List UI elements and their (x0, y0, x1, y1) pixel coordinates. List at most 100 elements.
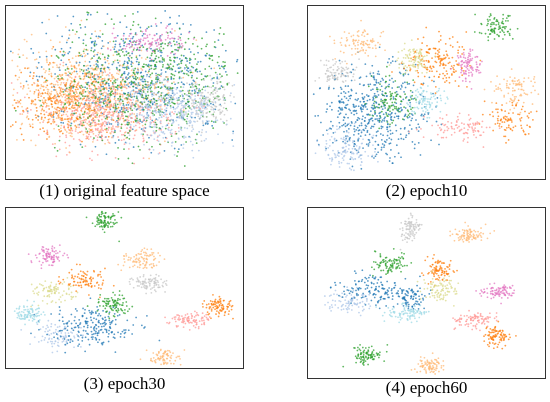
point (397, 115, 400, 118)
point (192, 66, 195, 69)
point (345, 97, 348, 100)
point (87, 76, 90, 79)
point (367, 138, 370, 141)
point (487, 39, 490, 42)
point (466, 85, 468, 88)
point (34, 114, 37, 117)
point (53, 86, 56, 89)
point (195, 112, 198, 115)
point (103, 99, 106, 101)
point (99, 90, 101, 92)
point (146, 47, 149, 50)
point (324, 146, 327, 148)
point (14, 74, 17, 77)
point (93, 90, 95, 93)
point (215, 116, 218, 119)
point (505, 86, 508, 89)
point (382, 79, 385, 81)
point (37, 119, 40, 121)
point (97, 97, 100, 100)
point (373, 92, 376, 95)
point (385, 99, 387, 101)
point (410, 108, 412, 111)
point (195, 142, 198, 145)
point (332, 64, 335, 67)
point (207, 96, 209, 99)
point (170, 72, 173, 75)
point (159, 113, 161, 116)
point (25, 108, 28, 110)
point (346, 150, 349, 153)
point (186, 60, 189, 62)
point (116, 93, 119, 96)
point (351, 147, 354, 150)
point (409, 68, 412, 71)
point (107, 129, 110, 131)
point (158, 98, 161, 101)
point (150, 82, 152, 84)
point (101, 74, 104, 77)
point (218, 64, 220, 67)
point (327, 88, 330, 90)
point (64, 93, 66, 96)
point (85, 81, 87, 84)
point (129, 129, 132, 131)
point (530, 91, 533, 94)
point (32, 52, 35, 54)
point (500, 89, 503, 92)
point (159, 82, 161, 84)
point (377, 81, 380, 84)
point (206, 104, 209, 107)
point (201, 91, 204, 94)
point (146, 84, 149, 87)
point (493, 32, 496, 34)
point (126, 96, 129, 99)
point (366, 33, 369, 36)
point (151, 72, 154, 75)
point (423, 115, 425, 118)
point (57, 102, 59, 105)
point (110, 128, 113, 131)
point (136, 67, 139, 70)
point (88, 115, 91, 117)
point (489, 23, 492, 25)
point (164, 113, 167, 116)
point (61, 73, 64, 76)
point (129, 37, 132, 40)
point (47, 88, 50, 91)
point (140, 67, 143, 70)
point (520, 116, 523, 119)
point (165, 137, 168, 140)
point (186, 100, 189, 103)
point (317, 114, 320, 117)
point (423, 63, 426, 66)
point (187, 105, 190, 108)
point (138, 46, 141, 49)
point (350, 120, 353, 123)
point (212, 85, 214, 87)
point (415, 98, 417, 101)
point (395, 129, 398, 132)
point (89, 73, 92, 76)
point (427, 113, 430, 115)
point (389, 113, 392, 116)
point (85, 69, 88, 71)
point (381, 143, 384, 145)
point (201, 110, 203, 113)
point (438, 51, 440, 54)
point (513, 89, 516, 92)
point (411, 114, 414, 117)
point (469, 123, 472, 126)
point (379, 133, 382, 135)
point (123, 54, 126, 57)
point (180, 54, 183, 57)
point (505, 141, 507, 144)
point (479, 134, 481, 137)
point (55, 155, 58, 158)
point (160, 131, 163, 133)
point (60, 81, 63, 84)
point (191, 74, 194, 77)
point (125, 142, 128, 144)
point (356, 47, 359, 50)
point (402, 73, 405, 76)
